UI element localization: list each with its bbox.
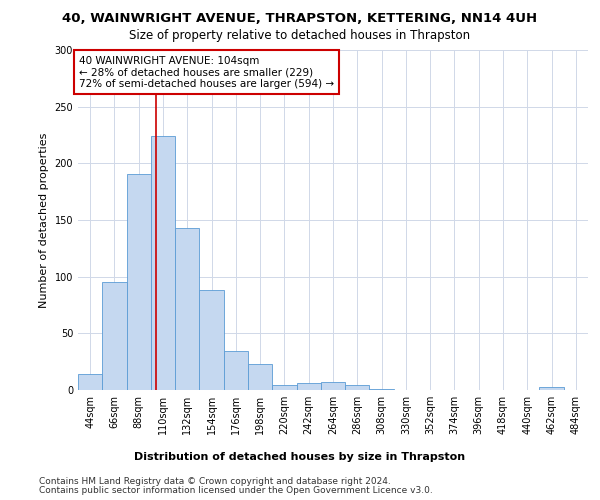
Text: 40, WAINWRIGHT AVENUE, THRAPSTON, KETTERING, NN14 4UH: 40, WAINWRIGHT AVENUE, THRAPSTON, KETTER…	[62, 12, 538, 26]
Text: Contains HM Land Registry data © Crown copyright and database right 2024.: Contains HM Land Registry data © Crown c…	[39, 477, 391, 486]
Bar	[224, 352, 248, 390]
Text: Size of property relative to detached houses in Thrapston: Size of property relative to detached ho…	[130, 29, 470, 42]
Text: Distribution of detached houses by size in Thrapston: Distribution of detached houses by size …	[134, 452, 466, 462]
Bar	[296, 383, 321, 390]
Bar	[78, 374, 102, 390]
Bar	[151, 136, 175, 390]
Bar	[127, 174, 151, 390]
Y-axis label: Number of detached properties: Number of detached properties	[39, 132, 49, 308]
Bar	[370, 389, 394, 390]
Text: Contains public sector information licensed under the Open Government Licence v3: Contains public sector information licen…	[39, 486, 433, 495]
Bar	[248, 364, 272, 390]
Bar	[272, 386, 296, 390]
Bar	[175, 228, 199, 390]
Text: 40 WAINWRIGHT AVENUE: 104sqm
← 28% of detached houses are smaller (229)
72% of s: 40 WAINWRIGHT AVENUE: 104sqm ← 28% of de…	[79, 56, 334, 89]
Bar	[539, 386, 564, 390]
Bar	[102, 282, 127, 390]
Bar	[321, 382, 345, 390]
Bar	[199, 290, 224, 390]
Bar	[345, 386, 370, 390]
